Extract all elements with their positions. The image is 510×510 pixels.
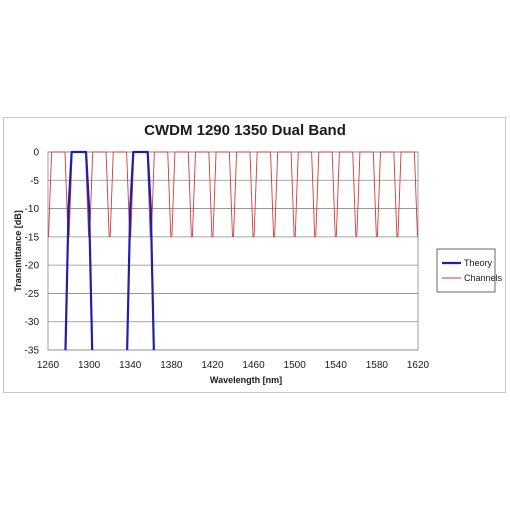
plot-grid (47, 151, 419, 351)
channel-line (274, 151, 295, 237)
channel-line (212, 151, 233, 237)
y-axis-label: Transmittance [dB] (13, 210, 23, 292)
channel-line (48, 151, 69, 237)
y-tick-label: -15 (25, 232, 40, 243)
series-theory (64, 150, 155, 351)
channel-line (89, 151, 110, 237)
channel-line (191, 151, 213, 237)
channel-line (356, 151, 377, 237)
y-tick-label: -30 (25, 317, 40, 328)
x-tick-label: 1460 (242, 360, 265, 371)
y-tick-label: -25 (25, 289, 40, 300)
x-axis-label: Wavelength [nm] (210, 375, 282, 385)
series-channels (48, 151, 418, 237)
plot-area (47, 151, 419, 351)
y-tick-label: 0 (33, 148, 39, 159)
channel-line (233, 151, 254, 237)
x-tick-label: 1540 (325, 360, 348, 371)
y-tick-label: -20 (25, 261, 40, 272)
x-tick-label: 1580 (366, 360, 389, 371)
channel-line (294, 151, 316, 237)
theory-line (64, 150, 94, 351)
theory-line (126, 150, 155, 351)
x-tick-label: 1340 (119, 360, 142, 371)
x-tick-label: 1300 (78, 360, 101, 371)
x-tick-labels: 1260 1300 1340 1380 1420 1460 1500 1540 1580 1620 (37, 360, 430, 371)
channel-line (253, 151, 275, 237)
channel-line (397, 151, 418, 237)
y-tick-labels: 0 -5 -10 -15 -20 -25 -30 -35 (25, 148, 40, 357)
y-tick-label: -35 (25, 346, 40, 357)
legend-label: Channels (464, 273, 503, 283)
legend: Theory Channels (436, 248, 503, 293)
channel-line (171, 151, 192, 237)
y-tick-label: -10 (25, 204, 40, 215)
channel-line (109, 151, 131, 237)
channel-line (315, 151, 336, 237)
channel-line (150, 151, 172, 237)
x-tick-label: 1420 (201, 360, 224, 371)
x-tick-label: 1500 (284, 360, 307, 371)
x-tick-label: 1260 (37, 360, 60, 371)
chart-title: CWDM 1290 1350 Dual Band (144, 122, 346, 139)
channel-line (376, 151, 398, 237)
legend-label: Theory (464, 258, 493, 268)
x-tick-label: 1620 (407, 360, 430, 371)
channel-line (335, 151, 357, 237)
y-tick-label: -5 (30, 176, 39, 187)
legend-box (436, 248, 496, 293)
x-tick-label: 1380 (160, 360, 183, 371)
